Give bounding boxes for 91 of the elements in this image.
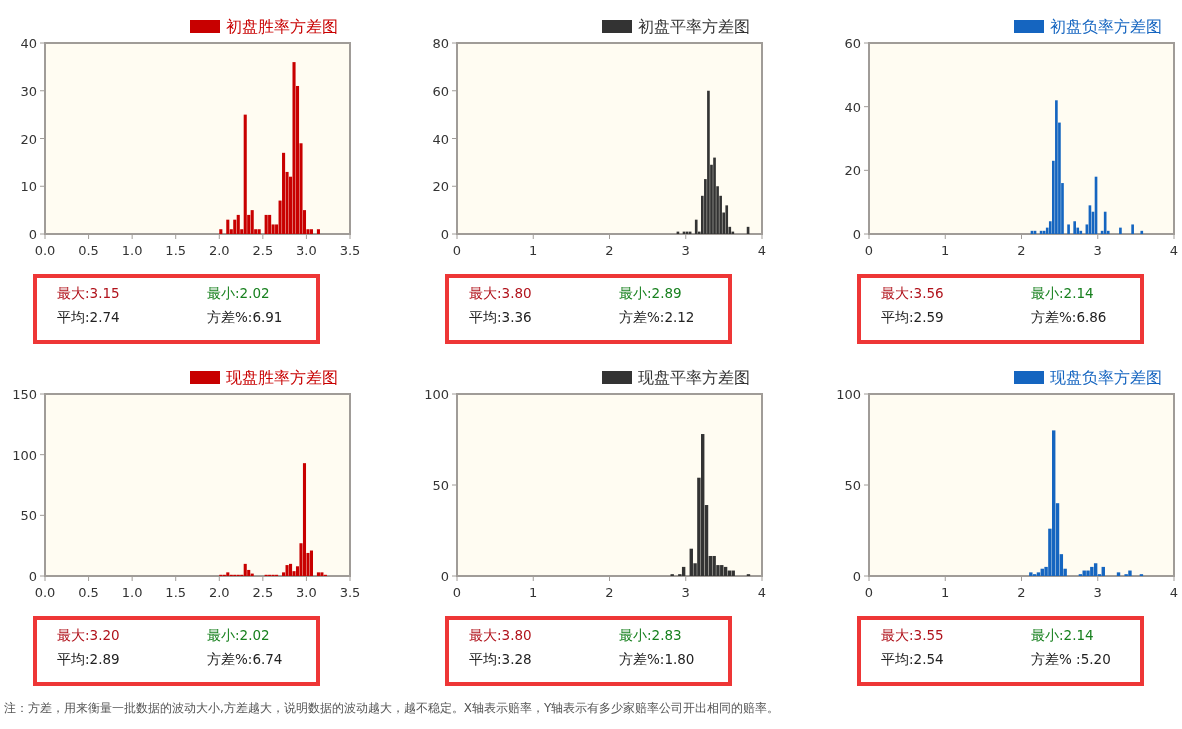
y-tick-label: 40 — [432, 131, 449, 147]
y-tick-label: 40 — [844, 99, 861, 115]
text: 方差%:1.80 — [619, 651, 695, 667]
text: 方差%:6.86 — [1031, 309, 1107, 325]
y-tick-label: 60 — [844, 36, 861, 51]
x-tick-label: 4 — [1169, 243, 1179, 258]
legend-label: 初盘平率方差图 — [638, 17, 750, 36]
y-tick-label: 30 — [20, 83, 37, 99]
y-tick-label: 60 — [432, 83, 449, 99]
text: 平均:3.28 — [469, 651, 532, 667]
x-tick-label: 0.0 — [34, 585, 56, 600]
y-tick-label: 20 — [432, 179, 449, 195]
y-tick-label: 100 — [836, 387, 861, 402]
x-tick-label: 1.0 — [121, 585, 143, 600]
y-tick-label: 20 — [20, 131, 37, 147]
text: 平均:3.36 — [469, 309, 532, 325]
x-tick-label: 4 — [1169, 585, 1179, 600]
x-tick-label: 3 — [681, 585, 690, 600]
text: 最小:2.14 — [1031, 627, 1094, 643]
text: 最大:3.80 — [469, 285, 532, 301]
x-tick-label: 2 — [605, 585, 614, 600]
text: 最大:3.20 — [57, 627, 120, 643]
x-tick-label: 3.5 — [339, 243, 361, 258]
y-tick-label: 0 — [28, 569, 37, 584]
x-tick-label: 1 — [941, 243, 950, 258]
x-tick-label: 2.0 — [208, 243, 230, 258]
y-tick-label: 0 — [440, 227, 449, 242]
y-tick-label: 10 — [20, 179, 37, 195]
x-tick-label: 2.0 — [208, 585, 230, 600]
y-tick-label: 150 — [12, 387, 37, 402]
x-tick-label: 2 — [1017, 243, 1026, 258]
text: 最大:3.15 — [57, 285, 120, 301]
y-tick-label: 100 — [424, 387, 449, 402]
text: 方差%:6.91 — [207, 309, 283, 325]
text: 最小:2.02 — [207, 627, 270, 643]
x-tick-label: 3 — [681, 243, 690, 258]
y-tick-label: 0 — [28, 227, 37, 242]
y-tick-label: 20 — [844, 163, 861, 179]
text: 最小:2.89 — [619, 285, 682, 301]
legend-label: 初盘胜率方差图 — [226, 17, 338, 36]
x-tick-label: 1 — [529, 243, 538, 258]
x-tick-label: 0 — [864, 243, 874, 258]
x-tick-label: 1.5 — [165, 585, 187, 600]
x-tick-label: 2.5 — [252, 243, 274, 258]
text: 最大:3.56 — [881, 285, 944, 301]
x-tick-label: 1 — [941, 585, 950, 600]
text: 方差%:6.74 — [207, 651, 283, 667]
y-tick-label: 100 — [12, 447, 37, 463]
text: 最小:2.14 — [1031, 285, 1094, 301]
x-tick-label: 3.0 — [296, 585, 317, 600]
x-tick-label: 2.5 — [252, 585, 274, 600]
x-tick-label: 4 — [757, 585, 767, 600]
legend-label: 现盘平率方差图 — [638, 368, 750, 387]
text: 注：方差，用来衡量一批数据的波动大小,方差越大，说明数据的波动越大，越不稳定。X轴表示赔率，Y轴表示有多少家赔率公司开出相同的赔率。 — [4, 701, 780, 715]
text: 平均:2.59 — [881, 309, 944, 325]
text: 最大:3.80 — [469, 627, 532, 643]
x-tick-label: 0.5 — [78, 585, 99, 600]
x-tick-label: 0.0 — [34, 243, 56, 258]
legend-label: 现盘胜率方差图 — [226, 368, 338, 387]
y-tick-label: 0 — [852, 227, 861, 242]
text: 最小:2.83 — [619, 627, 682, 643]
text: 平均:2.74 — [57, 309, 120, 325]
legend-label: 初盘负率方差图 — [1050, 17, 1162, 36]
text: 最小:2.02 — [207, 285, 270, 301]
y-tick-label: 0 — [440, 569, 449, 584]
text: 平均:2.89 — [57, 651, 120, 667]
text: 最大:3.55 — [881, 627, 944, 643]
x-tick-label: 3.0 — [296, 243, 317, 258]
x-tick-label: 4 — [757, 243, 767, 258]
x-tick-label: 3 — [1093, 243, 1102, 258]
y-tick-label: 50 — [844, 478, 861, 493]
x-tick-label: 0 — [452, 585, 462, 600]
x-tick-label: 3.5 — [339, 585, 361, 600]
text: 方差% :5.20 — [1031, 651, 1111, 667]
y-tick-label: 50 — [20, 508, 37, 524]
y-tick-label: 40 — [20, 36, 37, 51]
text: 平均:2.54 — [881, 651, 944, 667]
x-tick-label: 1.0 — [121, 243, 143, 258]
text: 方差%:2.12 — [619, 309, 695, 325]
x-tick-label: 2 — [1017, 585, 1026, 600]
x-tick-label: 1 — [529, 585, 538, 600]
y-tick-label: 0 — [852, 569, 861, 584]
y-tick-label: 50 — [432, 478, 449, 493]
x-tick-label: 3 — [1093, 585, 1102, 600]
y-tick-label: 80 — [432, 36, 449, 51]
x-tick-label: 1.5 — [165, 243, 187, 258]
x-tick-label: 0.5 — [78, 243, 99, 258]
x-tick-label: 2 — [605, 243, 614, 258]
x-tick-label: 0 — [452, 243, 462, 258]
legend-label: 现盘负率方差图 — [1050, 368, 1162, 387]
x-tick-label: 0 — [864, 585, 874, 600]
